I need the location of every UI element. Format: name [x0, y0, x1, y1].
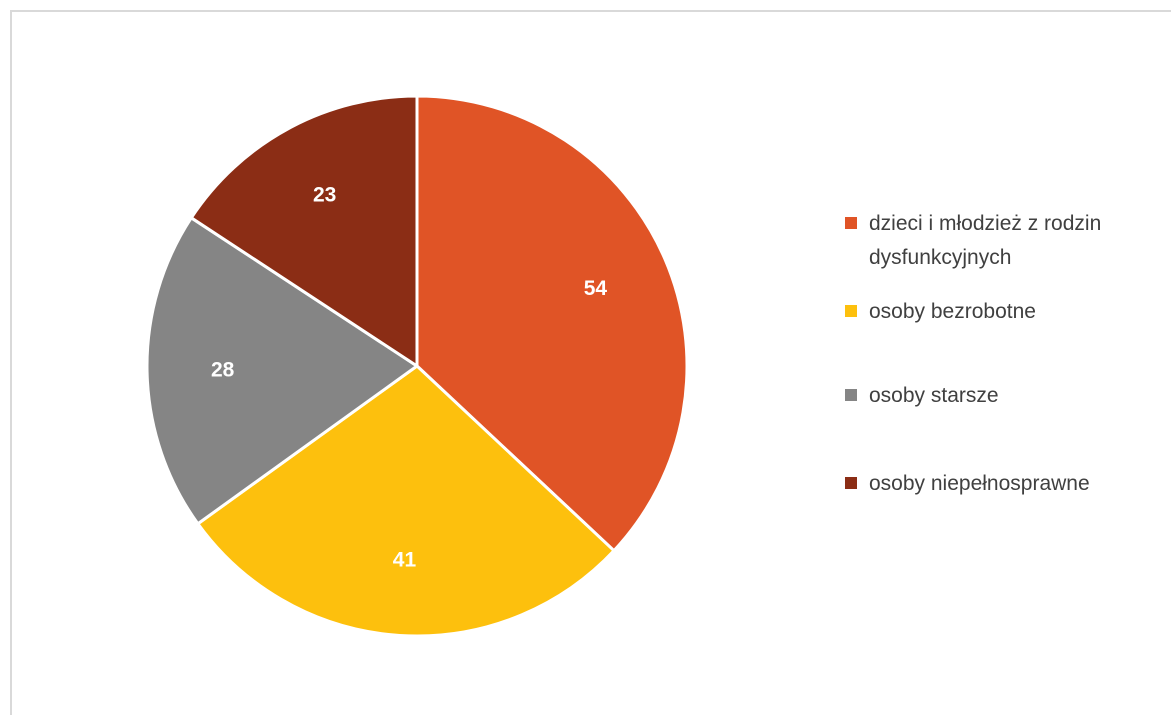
- slice-data-label: 54: [584, 277, 608, 300]
- pie-slice: [196, 364, 616, 638]
- legend-swatch: [845, 217, 857, 229]
- slice-data-label: 28: [211, 359, 235, 382]
- legend-swatch: [845, 477, 857, 489]
- pie-slices: [145, 94, 689, 638]
- legend-label: dzieci i młodzież z rodzin dysfunkcyjnyc…: [869, 212, 1102, 269]
- chart-area: 54 41 28 23 dzieci i młodzież z rodzin dysf…: [10, 10, 1171, 715]
- legend: dzieci i młodzież z rodzin dysfunkcyjnyc…: [845, 207, 1171, 501]
- pie-slice: [189, 94, 419, 368]
- slice-data-label: 41: [393, 548, 417, 571]
- pie-slice: [415, 94, 689, 553]
- legend-item: osoby starsze: [845, 379, 1171, 413]
- legend-label: osoby bezrobotne: [869, 300, 1036, 323]
- pie-data-labels: 54 41 28 23: [211, 183, 607, 571]
- legend-label: osoby starsze: [869, 384, 999, 407]
- legend-label: osoby niepełnosprawne: [869, 472, 1090, 495]
- legend-item: osoby bezrobotne: [845, 295, 1171, 329]
- legend-item: osoby niepełnosprawne: [845, 467, 1171, 501]
- pie-chart: 54 41 28 23: [145, 94, 689, 638]
- pie-slice: [145, 216, 419, 526]
- legend-swatch: [845, 389, 857, 401]
- legend-item: dzieci i młodzież z rodzin dysfunkcyjnyc…: [845, 207, 1171, 275]
- legend-swatch: [845, 305, 857, 317]
- slice-data-label: 23: [313, 183, 336, 206]
